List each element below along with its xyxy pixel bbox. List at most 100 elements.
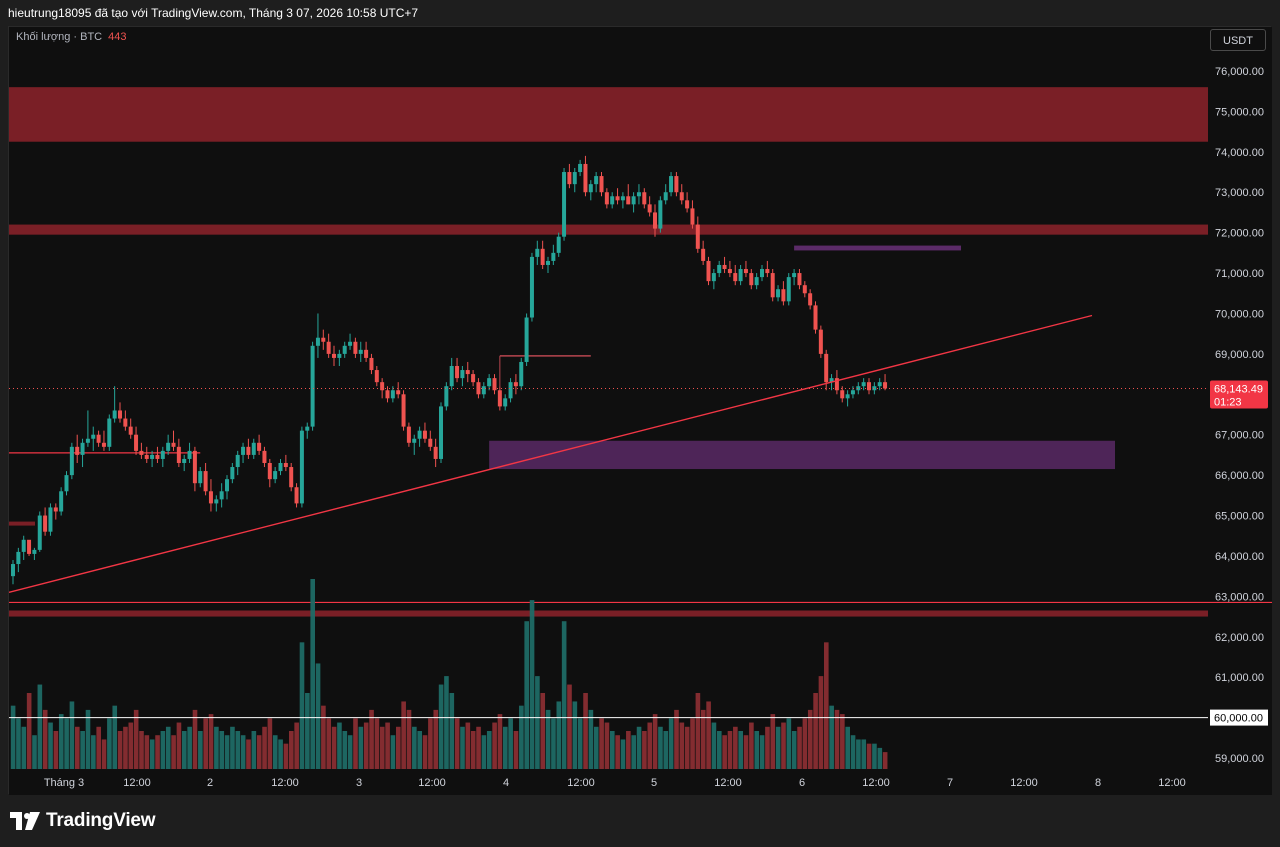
y-tick-label: 59,000.00 xyxy=(1215,753,1264,765)
volume-bar-58 xyxy=(321,705,326,769)
candle-body-53 xyxy=(294,487,299,504)
volume-bar-41 xyxy=(230,726,235,769)
volume-bar-133 xyxy=(722,735,727,769)
volume-bar-48 xyxy=(267,718,273,769)
candle-body-87 xyxy=(476,382,481,395)
volume-bar-160 xyxy=(866,743,872,769)
candle-body-67 xyxy=(369,357,374,371)
candle-body-68 xyxy=(374,370,379,383)
candle-body-99 xyxy=(540,248,545,265)
candle-body-105 xyxy=(572,172,577,185)
volume-bar-73 xyxy=(401,701,406,769)
volume-bar-106 xyxy=(577,718,583,769)
volume-bar-76 xyxy=(417,731,422,769)
candle-body-102 xyxy=(556,236,561,253)
candle-body-104 xyxy=(567,172,572,185)
volume-bar-162 xyxy=(877,747,883,769)
candle-body-42 xyxy=(235,454,240,468)
volume-bar-2 xyxy=(21,726,27,769)
candle-body-58 xyxy=(321,337,326,342)
candle-body-52 xyxy=(289,467,294,488)
volume-bar-1 xyxy=(16,718,21,769)
x-tick-label: 4 xyxy=(503,777,509,789)
volume-bar-111 xyxy=(604,722,610,769)
candle-body-155 xyxy=(840,390,845,399)
candle-body-118 xyxy=(642,192,647,205)
volume-bar-79 xyxy=(433,709,439,769)
volume-bar-157 xyxy=(850,735,856,769)
candle-body-113 xyxy=(615,196,620,201)
volume-bar-141 xyxy=(765,726,770,769)
volume-bar-130 xyxy=(706,701,711,769)
x-tick-label: 12:00 xyxy=(271,777,299,789)
candle-body-22 xyxy=(128,426,133,435)
x-tick-label: 12:00 xyxy=(1010,777,1038,789)
candle-body-108 xyxy=(588,184,593,193)
tradingview-logo[interactable]: TradingView xyxy=(10,808,156,834)
candle-body-11 xyxy=(69,446,74,476)
volume-bar-96 xyxy=(524,621,529,769)
candle-body-122 xyxy=(663,192,668,201)
y-tick-label: 65,000.00 xyxy=(1215,511,1264,523)
volume-bar-159 xyxy=(861,739,867,769)
candle-body-96 xyxy=(524,317,529,362)
volume-bar-6 xyxy=(42,709,48,769)
candle-body-149 xyxy=(808,293,813,306)
candle-body-92 xyxy=(503,398,508,407)
price-chart[interactable]: 76,000.00 75,000.00 74,000.00 73,000.00 72,0… xyxy=(9,27,1272,795)
candle-body-16 xyxy=(96,434,101,443)
candle-body-25 xyxy=(144,454,149,459)
volume-bar-116 xyxy=(631,735,636,769)
candle-body-98 xyxy=(535,248,540,257)
volume-bar-9 xyxy=(58,714,64,769)
volume-bar-98 xyxy=(535,676,540,769)
volume-bar-74 xyxy=(406,709,412,769)
volume-bar-81 xyxy=(444,676,449,769)
y-tick-label: 64,000.00 xyxy=(1215,551,1264,563)
volume-bar-70 xyxy=(385,722,390,769)
candle-body-158 xyxy=(856,386,861,391)
volume-bar-64 xyxy=(353,718,358,769)
candle-body-119 xyxy=(647,204,652,213)
candle-body-125 xyxy=(679,192,684,201)
y-tick-label: 66,000.00 xyxy=(1215,470,1264,482)
volume-bar-40 xyxy=(224,735,230,769)
y-tick-label: 62,000.00 xyxy=(1215,632,1264,644)
volume-bar-140 xyxy=(759,735,765,769)
volume-bar-99 xyxy=(540,693,546,769)
volume-bar-163 xyxy=(882,752,888,769)
candle-body-74 xyxy=(406,426,411,443)
volume-bar-86 xyxy=(470,731,476,769)
candle-body-117 xyxy=(636,192,641,197)
volume-bar-146 xyxy=(791,731,797,769)
candle-body-26 xyxy=(150,454,155,459)
volume-bar-57 xyxy=(315,663,321,769)
candle-body-144 xyxy=(781,289,786,302)
volume-bar-117 xyxy=(636,726,642,769)
candle-body-28 xyxy=(160,450,165,459)
candle-body-132 xyxy=(717,264,722,274)
volume-bar-131 xyxy=(711,722,717,769)
candle-body-72 xyxy=(396,390,401,395)
candle-body-71 xyxy=(390,390,395,399)
x-tick-label: 2 xyxy=(207,777,213,789)
candle-body-31 xyxy=(176,446,181,463)
candle-body-153 xyxy=(829,378,834,383)
candle-body-36 xyxy=(203,471,208,492)
volume-bar-100 xyxy=(545,709,551,769)
candle-body-13 xyxy=(80,442,85,455)
candle-body-112 xyxy=(610,196,615,205)
volume-bar-26 xyxy=(149,739,155,769)
volume-bar-153 xyxy=(829,705,834,769)
volume-bar-66 xyxy=(363,722,369,769)
volume-bar-3 xyxy=(26,693,32,769)
currency-button[interactable]: USDT xyxy=(1210,29,1266,51)
volume-bar-5 xyxy=(37,684,43,769)
x-tick-label: 12:00 xyxy=(862,777,890,789)
chart-frame[interactable]: 76,000.00 75,000.00 74,000.00 73,000.00 72,0… xyxy=(8,26,1272,795)
volume-bar-36 xyxy=(203,718,208,769)
volume-legend: Khối lượng · BTC 443 xyxy=(16,31,126,43)
candle-body-55 xyxy=(305,426,310,431)
resistance-zone-0 xyxy=(9,87,1208,142)
plot-background xyxy=(9,27,1272,795)
